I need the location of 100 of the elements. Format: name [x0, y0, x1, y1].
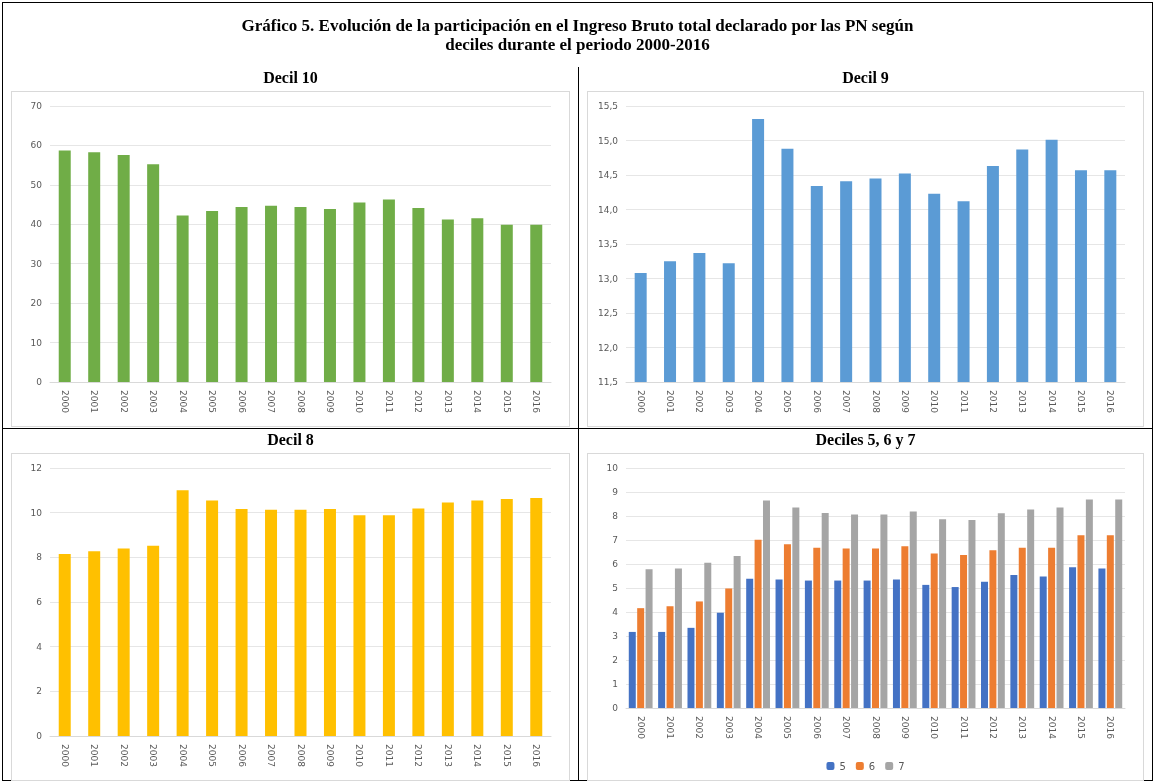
bar	[294, 509, 307, 736]
y-tick-label: 20	[30, 298, 43, 309]
bar	[821, 512, 829, 708]
x-tick-label: 2004	[753, 390, 764, 414]
x-tick-label: 2012	[413, 390, 424, 413]
y-tick-label: 5	[612, 583, 618, 593]
x-tick-label: 2001	[89, 390, 100, 413]
bar	[637, 608, 645, 708]
bar	[471, 218, 484, 382]
x-tick-label: 2006	[236, 744, 247, 768]
bar	[930, 553, 938, 708]
legend-label: 6	[868, 760, 876, 772]
bar	[176, 215, 189, 382]
y-tick-label: 30	[30, 258, 43, 269]
x-tick-label: 2013	[1017, 390, 1028, 413]
y-tick-label: 13,0	[597, 273, 619, 284]
bar	[1056, 507, 1064, 708]
y-tick-label: 12	[30, 463, 42, 473]
x-tick-label: 2015	[501, 390, 512, 413]
x-tick-label: 2009	[899, 390, 910, 414]
bar	[1069, 567, 1077, 708]
x-tick-label: 2007	[266, 744, 277, 767]
bar	[1085, 499, 1093, 708]
x-tick-label: 2016	[531, 744, 542, 768]
x-tick-label: 2009	[324, 744, 335, 768]
x-tick-label: 2002	[118, 744, 129, 767]
y-tick-label: 4	[36, 641, 43, 652]
bar	[382, 199, 395, 382]
bar	[441, 502, 454, 736]
x-tick-label: 2010	[929, 716, 940, 740]
x-tick-label: 2011	[958, 390, 969, 413]
x-tick-label: 2002	[694, 390, 705, 413]
bar	[58, 150, 71, 382]
x-tick-label: 2012	[987, 716, 998, 739]
x-tick-label: 2003	[723, 716, 734, 739]
bar	[922, 584, 930, 708]
y-tick-label: 6	[612, 559, 619, 569]
y-tick-label: 50	[30, 179, 43, 190]
y-tick-label: 0	[36, 731, 43, 741]
bar	[117, 548, 130, 736]
bar	[792, 507, 800, 708]
bar	[294, 206, 307, 382]
x-tick-label: 2010	[354, 390, 365, 414]
x-tick-label: 2007	[841, 390, 852, 413]
x-tick-label: 2005	[782, 716, 793, 739]
bar	[746, 578, 754, 708]
bar	[471, 500, 484, 736]
x-tick-label: 2004	[177, 390, 188, 414]
y-tick-label: 11,5	[597, 377, 618, 387]
x-tick-label: 2010	[354, 744, 365, 768]
bar	[323, 509, 336, 736]
bar	[695, 601, 703, 708]
bar	[804, 580, 812, 708]
bar	[1018, 547, 1026, 708]
x-tick-label: 2000	[635, 390, 646, 414]
bar	[960, 554, 968, 708]
x-tick-label: 2013	[442, 390, 453, 413]
y-tick-label: 10	[30, 337, 43, 348]
bar	[628, 631, 636, 708]
x-tick-label: 2014	[472, 744, 483, 768]
y-tick-label: 10	[30, 507, 43, 518]
bar	[851, 514, 859, 708]
y-tick-label: 8	[612, 511, 619, 521]
y-tick-label: 6	[36, 597, 43, 607]
bar	[939, 519, 947, 708]
chart-title: Decil 9	[841, 68, 890, 88]
text: Gráfico 5. Evolución de la participación en el Ingreso Bruto total declarado por las PN según deciles durante el periodo 2000-2016	[240, 16, 915, 54]
y-tick-label: 7	[612, 535, 618, 545]
x-tick-label: 2003	[148, 390, 159, 413]
bar	[353, 515, 366, 736]
legend-label: 5	[839, 760, 846, 772]
bar	[382, 515, 395, 736]
bar	[441, 219, 454, 382]
x-tick-label: 2011	[383, 390, 394, 413]
y-tick-label: 2	[36, 686, 42, 697]
x-tick-label: 2015	[501, 744, 512, 767]
x-tick-label: 2015	[1075, 716, 1086, 739]
chart-title: Decil 8	[266, 430, 315, 450]
bar	[762, 500, 770, 708]
y-tick-label: 1	[612, 679, 618, 689]
x-tick-label: 2001	[665, 716, 676, 739]
x-tick-label: 2001	[89, 744, 100, 767]
y-tick-label: 13,5	[597, 239, 618, 249]
x-tick-label: 2013	[1017, 716, 1028, 739]
y-tick-label: 15,5	[597, 101, 618, 111]
bar	[674, 568, 682, 708]
x-tick-label: 2004	[753, 716, 764, 740]
bar	[530, 224, 543, 382]
bar	[1106, 535, 1114, 708]
bar	[235, 206, 248, 382]
x-tick-label: 2016	[1105, 716, 1116, 740]
bar	[834, 580, 842, 708]
y-tick-label: 14,5	[597, 170, 618, 180]
bar	[147, 545, 160, 736]
x-tick-label: 2012	[413, 744, 424, 767]
x-tick-label: 2009	[324, 390, 335, 414]
x-tick-label: 2002	[694, 716, 705, 739]
x-tick-label: 2011	[958, 716, 969, 739]
x-tick-label: 2013	[442, 744, 453, 767]
bar	[813, 547, 821, 708]
